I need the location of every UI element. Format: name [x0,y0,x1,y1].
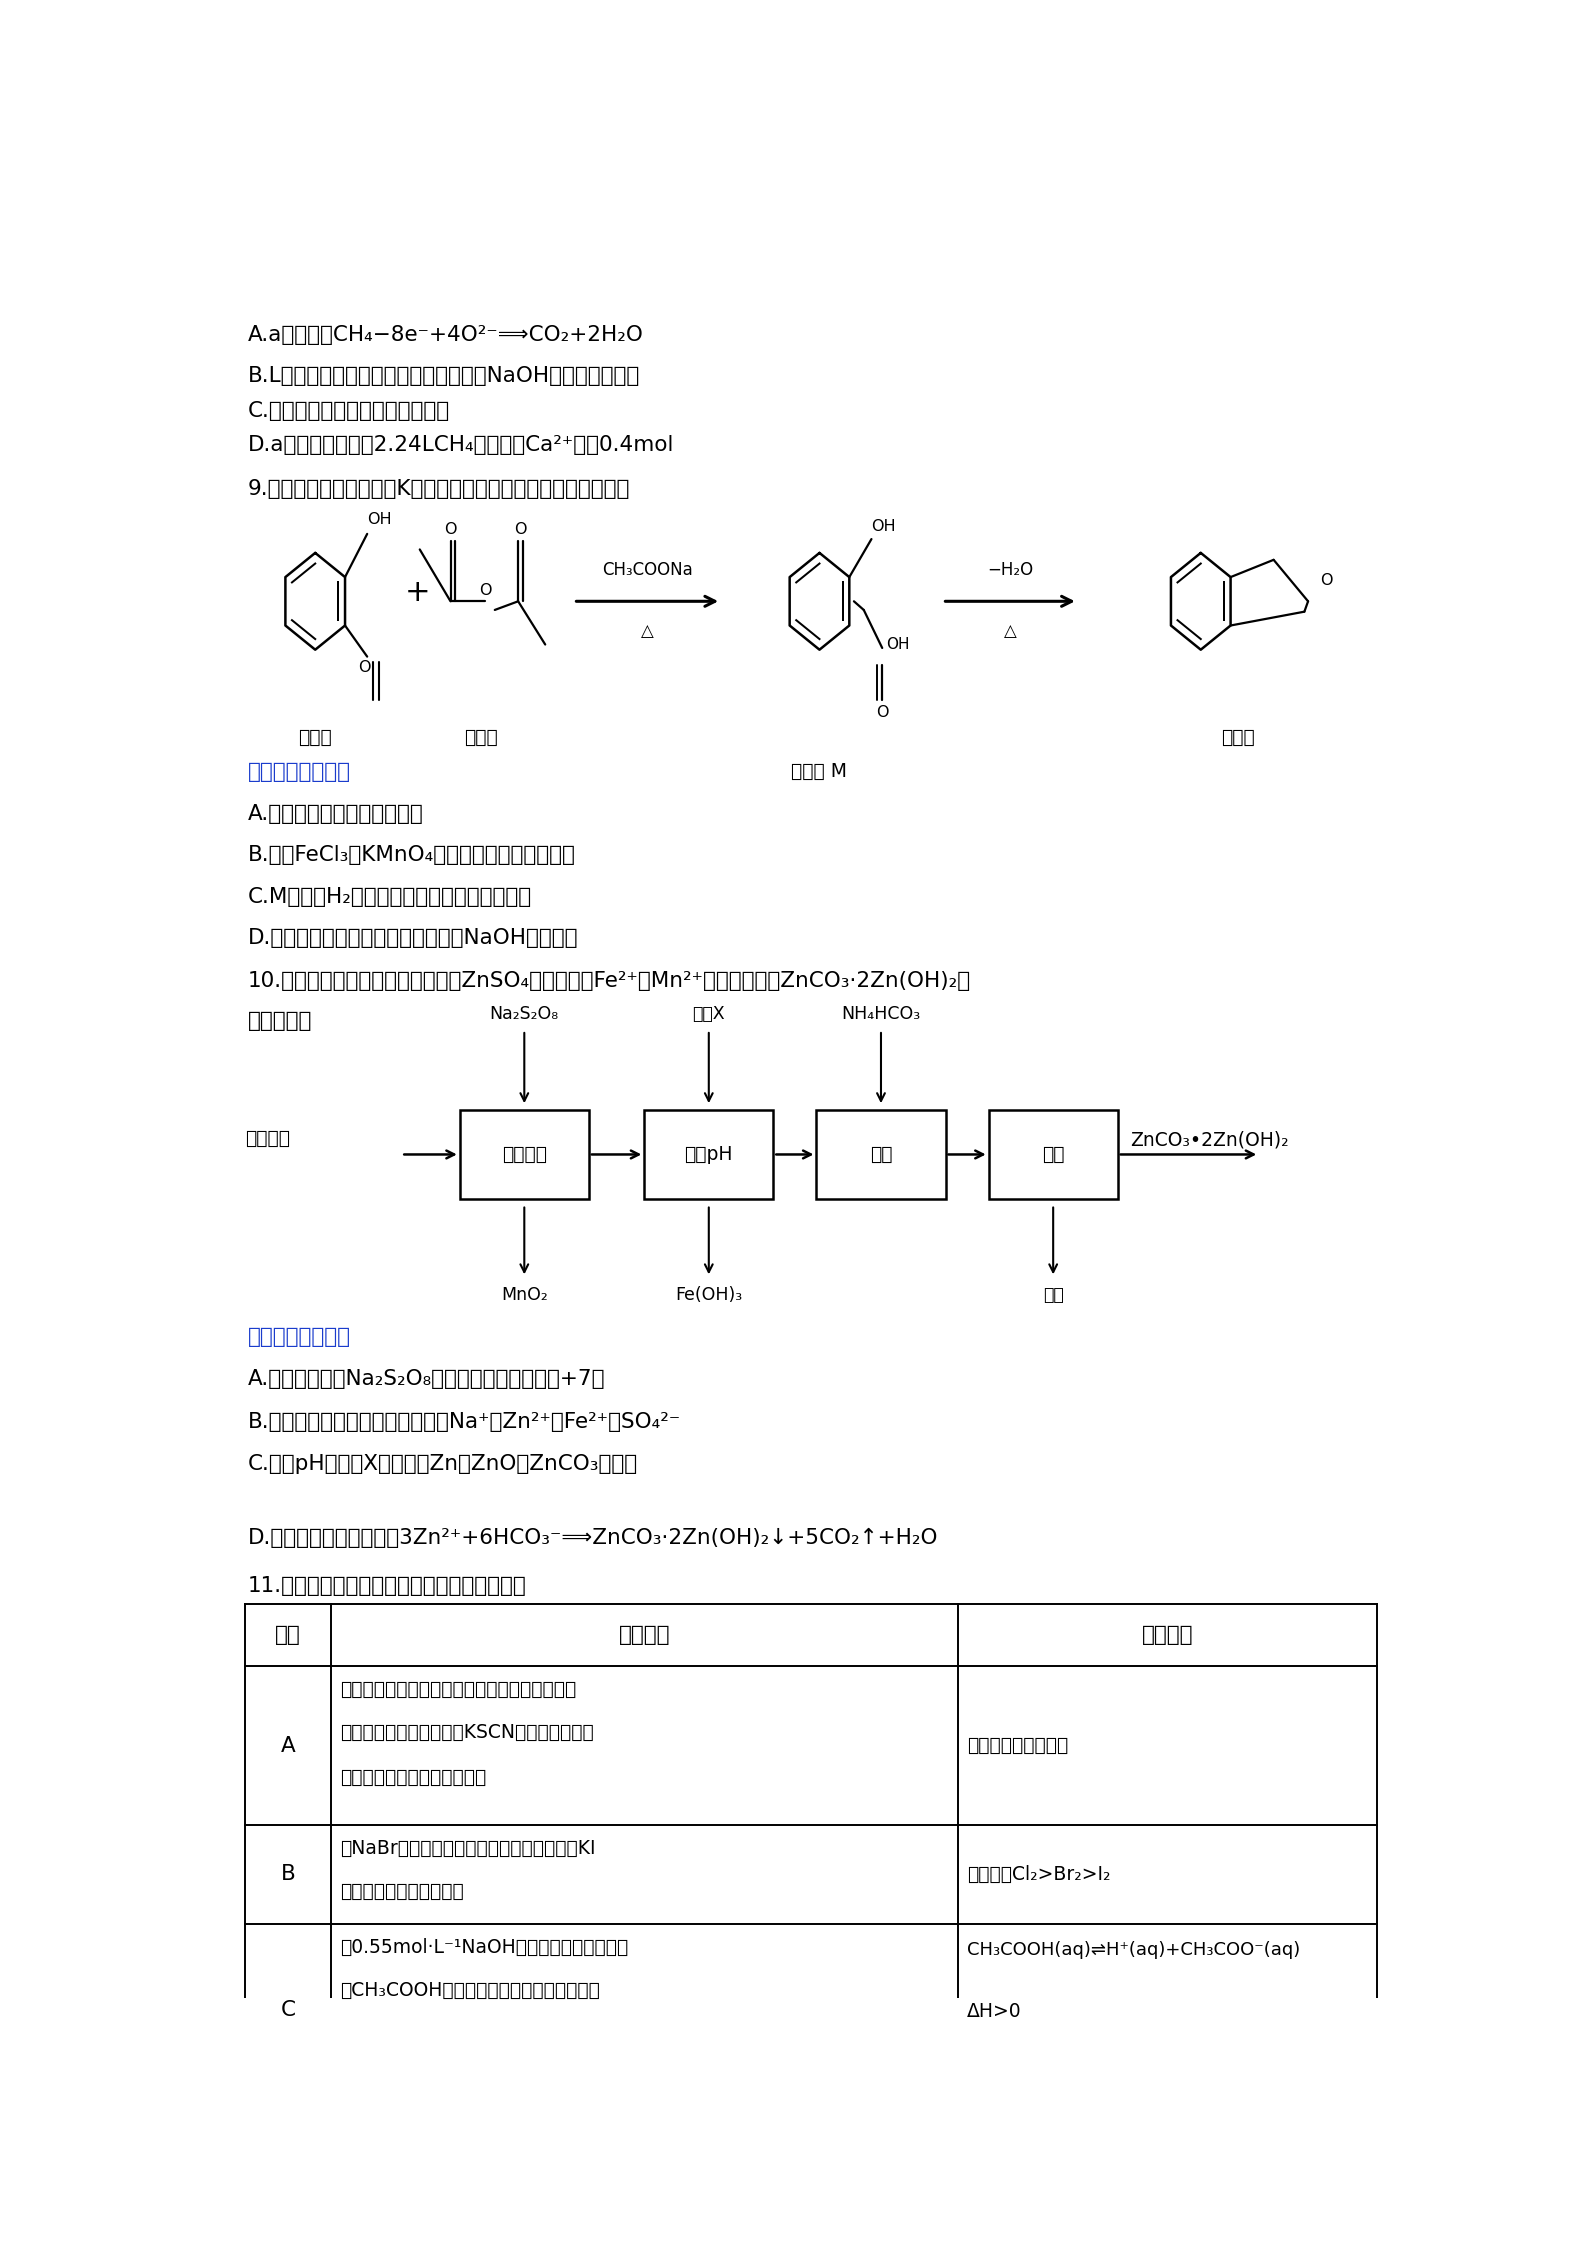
Text: A.过二硫酸钔（Na₂S₂O₈）中硫元素的化合价为+7价: A.过二硫酸钔（Na₂S₂O₈）中硫元素的化合价为+7价 [248,1369,605,1390]
Text: B.氧化除锰后的溶液中大量存在：Na⁺、Zn²⁺、Fe²⁺、SO₄²⁻: B.氧化除锰后的溶液中大量存在：Na⁺、Zn²⁺、Fe²⁺、SO₄²⁻ [248,1412,681,1432]
Text: 氧化性：Cl₂>Br₂>I₂: 氧化性：Cl₂>Br₂>I₂ [966,1866,1111,1884]
FancyBboxPatch shape [460,1109,589,1199]
Text: ZnCO₃•2Zn(OH)₂: ZnCO₃•2Zn(OH)₂ [1130,1129,1289,1149]
Text: OH: OH [871,519,897,534]
Text: −H₂O: −H₂O [987,561,1033,579]
Text: NH₄HCO₃: NH₄HCO₃ [841,1006,920,1024]
Text: 含锌废液: 含锌废液 [244,1129,290,1147]
Text: O: O [444,523,457,537]
Text: B: B [281,1863,295,1884]
Text: O: O [479,584,492,597]
Text: 9.香豆素类药物是维生素K拮抗剤。一种合成香豆素的原理如下：: 9.香豆素类药物是维生素K拮抗剤。一种合成香豆素的原理如下： [248,478,630,498]
Text: 乙酸酐: 乙酸酐 [465,727,498,748]
Text: D.a极上通入标况下2.24LCH₄，阳极室Ca²⁺减少0.4mol: D.a极上通入标况下2.24LCH₄，阳极室Ca²⁺减少0.4mol [248,436,674,456]
Text: 探究方案: 探究方案 [619,1625,671,1646]
Text: +: + [405,579,430,606]
Text: D.沉锤时的离子方程式为3Zn²⁺+6HCO₃⁻⟹ZnCO₃·2Zn(OH)₂↓+5CO₂↑+H₂O: D.沉锤时的离子方程式为3Zn²⁺+6HCO₃⁻⟹ZnCO₃·2Zn(OH)₂↓… [248,1529,938,1549]
Text: 用0.55mol·L⁻¹NaOH溶液分别与等体积等浓: 用0.55mol·L⁻¹NaOH溶液分别与等体积等浓 [340,1937,628,1958]
Text: O: O [876,705,889,721]
Text: 固体产物中有单质铁: 固体产物中有单质铁 [966,1735,1068,1756]
FancyBboxPatch shape [644,1109,773,1199]
Text: MnO₂: MnO₂ [501,1286,548,1304]
Text: 探究目的: 探究目的 [1141,1625,1193,1646]
Text: 滤液: 滤液 [1043,1286,1063,1304]
Text: CH₃COONa: CH₃COONa [601,561,692,579]
Text: ΔH>0: ΔH>0 [966,2003,1022,2020]
Text: 度CH₃COOH溶液、盐酸反应，测得反应热依: 度CH₃COOH溶液、盐酸反应，测得反应热依 [340,1980,600,2000]
FancyBboxPatch shape [989,1109,1117,1199]
Text: CH₃COOH(aq)⇌H⁺(aq)+CH₃COO⁻(aq): CH₃COOH(aq)⇌H⁺(aq)+CH₃COO⁻(aq) [966,1942,1300,1960]
Text: 溶液，观察溶液颜色变化: 溶液，观察溶液颜色变化 [340,1881,463,1902]
Text: A.a极反应：CH₄−8e⁻+4O²⁻⟹CO₂+2H₂O: A.a极反应：CH₄−8e⁻+4O²⁻⟹CO₂+2H₂O [248,326,643,346]
Text: 下列说法正确的是: 下列说法正确的是 [248,761,351,781]
Text: A: A [281,1735,295,1756]
Text: 10.实验室以含锤废液（主要成分为ZnSO₄，含少量的Fe²⁺、Mn²⁺）为原料制备ZnCO₃·2Zn(OH)₂的: 10.实验室以含锤废液（主要成分为ZnSO₄，含少量的Fe²⁺、Mn²⁺）为原料… [248,972,971,992]
Text: △: △ [641,622,654,640]
Text: B.L膜为阳离子交换膜，电解时阴极室中NaOH溶液的浓度变大: B.L膜为阳离子交换膜，电解时阴极室中NaOH溶液的浓度变大 [248,366,640,386]
Text: OH: OH [886,638,909,651]
Text: OH: OH [367,512,392,528]
Text: 选项: 选项 [275,1625,302,1646]
Text: 稀硫酸，取上层清液，加KSCN溶液后无明显变: 稀硫酸，取上层清液，加KSCN溶液后无明显变 [340,1724,594,1742]
Text: C.调节pH时试剑X可以选用Zn、ZnO、ZnCO₃等物质: C.调节pH时试剑X可以选用Zn、ZnO、ZnCO₃等物质 [248,1453,638,1473]
Text: C.可用铁电极替换阴极的石墨电极: C.可用铁电极替换阴极的石墨电极 [248,402,449,420]
Text: 香豆素: 香豆素 [1220,727,1255,748]
Text: O: O [514,523,527,537]
FancyBboxPatch shape [816,1109,946,1199]
Text: 氧化除锰: 氧化除锰 [501,1145,548,1163]
Text: 调节pH: 调节pH [684,1145,733,1163]
Text: 取铝与氧化铁发生铝热反应后的固体，溶于足量: 取铝与氧化铁发生铝热反应后的固体，溶于足量 [340,1679,576,1699]
Text: 流程如下：: 流程如下： [248,1010,313,1030]
Text: 试剂X: 试剂X [692,1006,725,1024]
Text: 有机物 M: 有机物 M [792,761,847,781]
Text: 化，再加入双氧水出现血红色: 化，再加入双氧水出现血红色 [340,1769,486,1787]
Text: △: △ [1003,622,1017,640]
Text: 水杨醛: 水杨醛 [298,727,332,748]
Text: B.可用FeCl₃或KMnO₄溶液鉴别香豆素和水杨醇: B.可用FeCl₃或KMnO₄溶液鉴别香豆素和水杨醇 [248,844,576,864]
Text: A.水杨醇分子存在顺反异构体: A.水杨醇分子存在顺反异构体 [248,804,424,824]
Text: 下列说法正确的是: 下列说法正确的是 [248,1327,351,1347]
Text: Na₂S₂O₈: Na₂S₂O₈ [490,1006,559,1024]
Text: C: C [281,2000,295,2020]
Text: 向NaBr溶液中滴加过量的氯水，再加入淀粉KI: 向NaBr溶液中滴加过量的氯水，再加入淀粉KI [340,1839,595,1859]
Text: D.一定条件下，上述四种物质均能与NaOH溶液反应: D.一定条件下，上述四种物质均能与NaOH溶液反应 [248,927,578,947]
Text: O: O [1320,572,1333,588]
Text: 过滤: 过滤 [1043,1145,1065,1163]
Text: O: O [359,660,371,676]
Text: 沉锌: 沉锌 [870,1145,892,1163]
Text: 11.室温下，下列实验探究方案能达到目的的是: 11.室温下，下列实验探究方案能达到目的的是 [248,1576,527,1596]
Text: C.M与足量H₂加成所得产物中不含手性碳原子: C.M与足量H₂加成所得产物中不含手性碳原子 [248,887,532,907]
Text: Fe(OH)₃: Fe(OH)₃ [674,1286,743,1304]
